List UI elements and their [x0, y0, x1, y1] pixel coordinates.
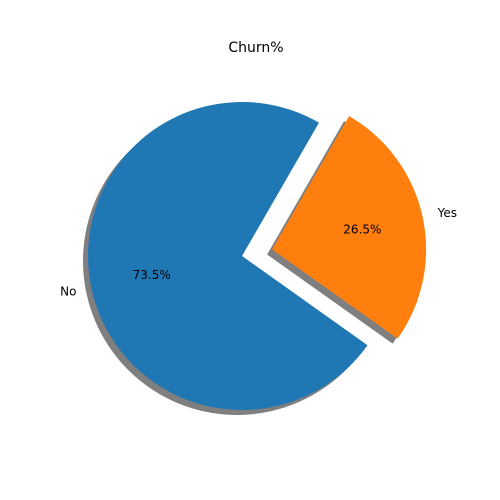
label-layer: No 73.5% Yes 26.5% — [60, 206, 457, 299]
slice-pct-no: 73.5% — [133, 268, 171, 282]
pie-slice-yes — [272, 116, 427, 339]
slice-label-no: No — [60, 285, 76, 299]
slice-label-yes: Yes — [437, 206, 457, 220]
slice-pct-yes: 26.5% — [343, 222, 381, 236]
pie-slice-no — [88, 102, 368, 411]
chart-title: Churn% — [228, 40, 283, 56]
slice-layer — [88, 102, 427, 411]
